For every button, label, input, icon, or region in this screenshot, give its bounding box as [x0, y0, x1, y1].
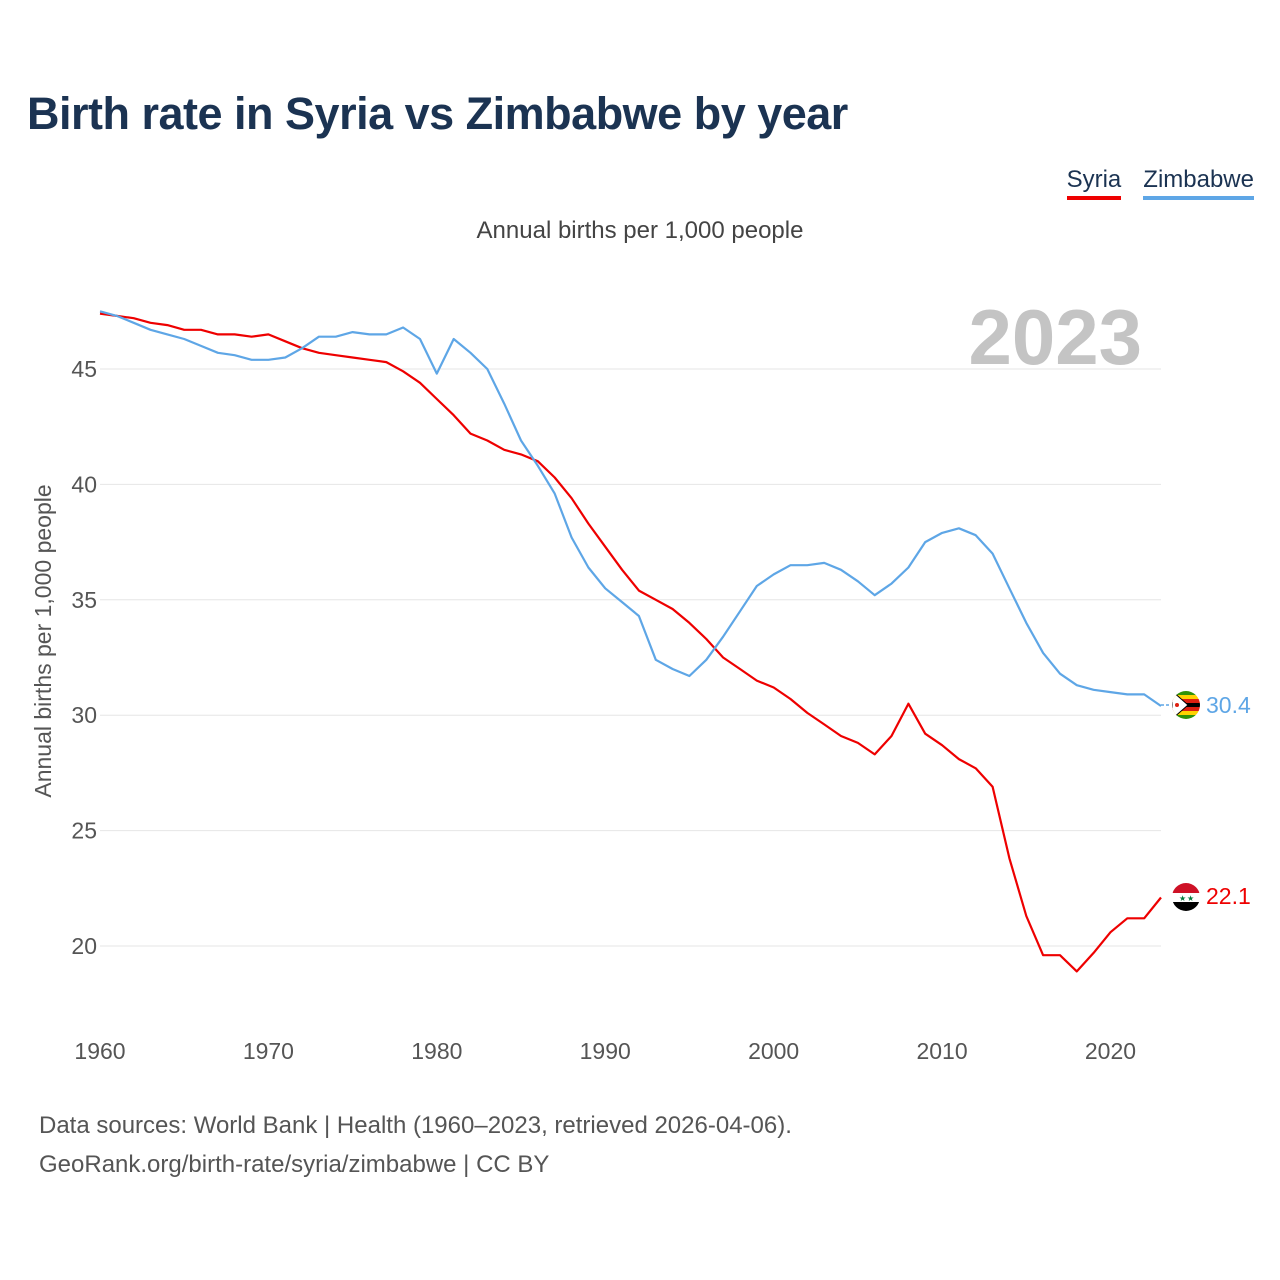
source-url-text: GeoRank.org/birth-rate/syria/zimbabwe | …: [39, 1151, 550, 1178]
x-tick-label-1970: 1970: [243, 1038, 294, 1064]
chart-subtitle: Annual births per 1,000 people: [476, 217, 804, 244]
x-tick-label-2020: 2020: [1085, 1038, 1136, 1064]
x-tick-label-1990: 1990: [580, 1038, 631, 1064]
legend-item-syria[interactable]: Syria: [1066, 166, 1122, 200]
syria-flag-icon: ★ ★: [1172, 883, 1200, 911]
zimbabwe-flag-icon: [1172, 691, 1200, 719]
footer: Data sources: World Bank | Health (1960–…: [39, 1106, 792, 1184]
svg-text:★: ★: [1187, 894, 1194, 903]
y-axis-label: Annual births per 1,000 people: [30, 484, 56, 797]
svg-text:★: ★: [1179, 894, 1186, 903]
y-axis-ticks: 20 25 30 35 40 45: [71, 356, 97, 959]
x-tick-label-1960: 1960: [74, 1038, 125, 1064]
x-axis-ticks: 1960 1970 1980 1990 2000 2010 2020: [74, 1038, 1136, 1064]
y-tick-label-35: 35: [71, 587, 97, 613]
legend-item-zimbabwe[interactable]: Zimbabwe: [1143, 166, 1254, 200]
legend: Syria Zimbabwe: [1066, 166, 1254, 200]
y-tick-label-45: 45: [71, 356, 97, 382]
year-watermark: 2023: [968, 293, 1142, 381]
series-line-zimbabwe: [99, 310, 1162, 707]
x-tick-label-2000: 2000: [748, 1038, 799, 1064]
chart-title: Birth rate in Syria vs Zimbabwe by year: [27, 88, 848, 139]
zimbabwe-end-value: 30.4: [1206, 692, 1251, 718]
syria-end-value: 22.1: [1206, 883, 1251, 909]
grid-lines: [100, 368, 1161, 947]
series-lines: [99, 310, 1162, 973]
syria-end-marker: ★ ★ 22.1: [1172, 883, 1251, 911]
x-tick-label-1980: 1980: [411, 1038, 462, 1064]
data-source-text: Data sources: World Bank | Health (1960–…: [39, 1112, 792, 1139]
x-tick-label-2010: 2010: [916, 1038, 967, 1064]
y-tick-label-25: 25: [71, 818, 97, 844]
series-line-syria: [99, 312, 1162, 973]
y-tick-label-40: 40: [71, 471, 97, 497]
y-tick-label-20: 20: [71, 933, 97, 959]
zimbabwe-end-marker: 30.4: [1161, 691, 1251, 719]
y-tick-label-30: 30: [71, 702, 97, 728]
